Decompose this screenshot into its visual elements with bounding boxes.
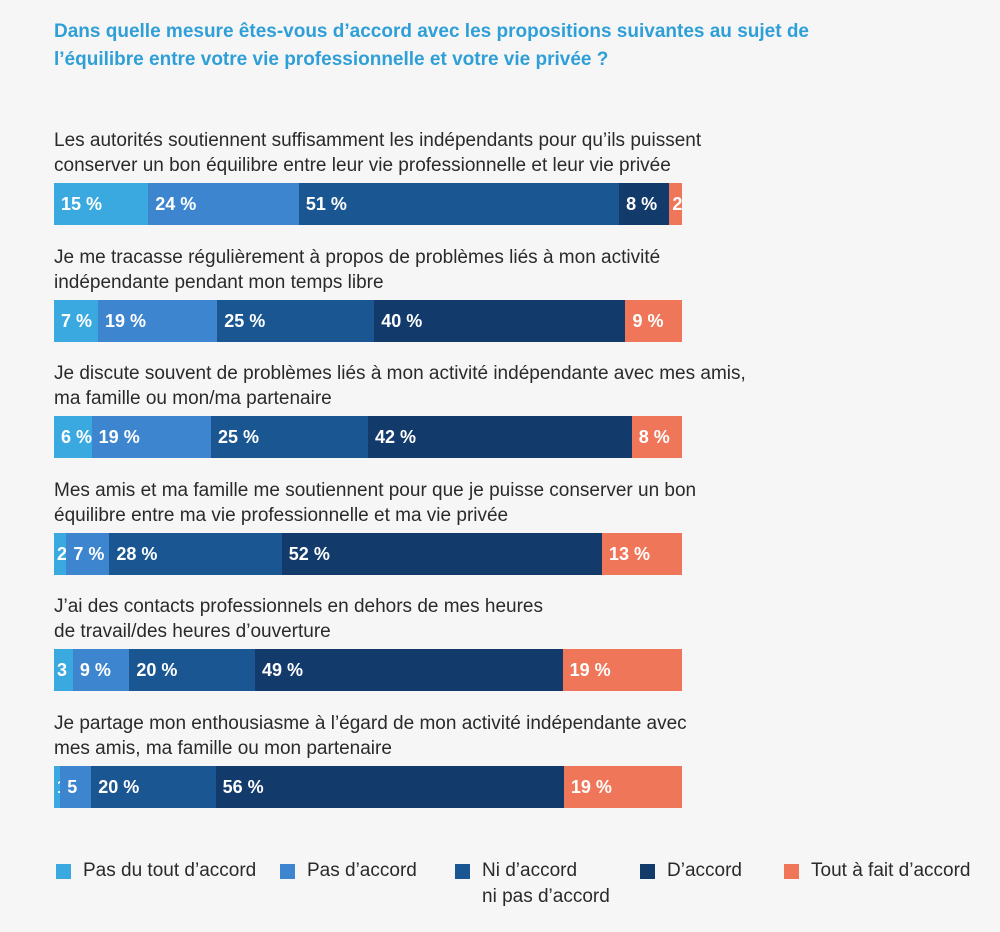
legend-item: D’accord bbox=[640, 858, 742, 884]
bar-segment: 24 % bbox=[148, 183, 299, 225]
question-label-line: J’ai des contacts professionnels en deho… bbox=[54, 596, 543, 617]
bar-segment: 28 % bbox=[109, 532, 282, 575]
stacked-bar: 6 % 19 % 25 % 42 % 8 % bbox=[54, 416, 682, 458]
bar-segment: 3 bbox=[54, 649, 73, 691]
bar-segment: 2 bbox=[669, 183, 682, 225]
stacked-bar: 15 % 24 % 51 % 8 % 2 bbox=[54, 183, 682, 225]
bar-segment: 2 bbox=[54, 532, 67, 575]
chart-title: Dans quelle mesure êtes-vous d’accord av… bbox=[54, 18, 854, 74]
bar-segment: 9 % bbox=[72, 649, 130, 691]
chart-title-line-2: l’équilibre entre votre vie professionne… bbox=[54, 49, 609, 70]
question-label: Je partage mon enthousiasme à l’égard de… bbox=[54, 711, 754, 761]
bar-segment: 56 % bbox=[215, 765, 564, 808]
question-label-line: Je partage mon enthousiasme à l’égard de… bbox=[54, 712, 687, 734]
legend-label-line: Ni d’accord bbox=[482, 860, 578, 881]
bar-segment: 15 % bbox=[54, 183, 149, 225]
legend-label-line: Pas d’accord bbox=[307, 860, 417, 881]
question-label-line: ma famille ou mon/ma partenaire bbox=[54, 388, 332, 409]
question-label: J’ai des contacts professionnels en deho… bbox=[54, 594, 754, 644]
chart-title-line-1: Dans quelle mesure êtes-vous d’accord av… bbox=[54, 21, 809, 42]
question-label-line: conserver un bon équilibre entre leur vi… bbox=[54, 155, 671, 176]
legend-swatch bbox=[56, 864, 71, 879]
bar-segment: 42 % bbox=[367, 416, 632, 458]
bar-segment: 20 % bbox=[129, 649, 255, 691]
bar-segment: 1 bbox=[54, 765, 61, 808]
question-label-line: de travail/des heures d’ouverture bbox=[54, 621, 331, 642]
bar-segment: 19 % bbox=[562, 649, 682, 691]
question-label-line: Mes amis et ma famille me soutiennent po… bbox=[54, 479, 697, 501]
legend-item: Tout à fait d’accord bbox=[784, 858, 970, 884]
question-label: Les autorités soutiennent suffisamment l… bbox=[54, 128, 754, 178]
legend-label: Pas du tout d’accord bbox=[83, 858, 256, 884]
stacked-bar: 1520 %56 %19 % bbox=[54, 765, 682, 808]
bar-segment: 19 % bbox=[563, 765, 682, 808]
question-label-line: équilibre entre ma vie professionnelle e… bbox=[54, 504, 509, 526]
bar-segment: 52 % bbox=[281, 532, 602, 575]
bar-segment: 19 % bbox=[97, 299, 218, 342]
bar-segment: 8 % bbox=[631, 416, 682, 458]
question-label: Mes amis et ma famille me soutiennent po… bbox=[54, 478, 754, 528]
legend-label-line: Pas du tout d’accord bbox=[83, 860, 257, 881]
bar-segment: 9 % bbox=[625, 299, 682, 342]
question-label-line: Les autorités soutiennent suffisamment l… bbox=[54, 130, 702, 151]
bar-segment: 8 % bbox=[619, 183, 670, 225]
question-label: Je me tracasse régulièrement à propos de… bbox=[54, 245, 754, 295]
legend-item: Pas du tout d’accord bbox=[56, 858, 256, 884]
bar-segment: 25 % bbox=[210, 416, 368, 458]
legend-label: D’accord bbox=[667, 858, 742, 884]
bar-segment: 5 bbox=[60, 765, 92, 808]
stacked-bar: 7 % 19 % 25 % 40 % 9 % bbox=[54, 299, 682, 342]
legend-label-line: Tout à fait d’accord bbox=[811, 860, 971, 881]
legend-swatch bbox=[280, 864, 295, 879]
bar-segment: 49 % bbox=[254, 649, 563, 691]
legend-swatch bbox=[640, 864, 655, 879]
bar-segment: 51 % bbox=[298, 183, 620, 225]
legend-item: Ni d’accord ni pas d’accord bbox=[455, 858, 610, 910]
legend-swatch bbox=[455, 864, 470, 879]
question-label-line: indépendante pendant mon temps libre bbox=[54, 271, 384, 293]
bar-segment: 7 % bbox=[54, 299, 98, 342]
legend-label-line: ni pas d’accord bbox=[482, 886, 610, 907]
question-label-line: Je me tracasse régulièrement à propos de… bbox=[54, 246, 661, 268]
bar-segment: 40 % bbox=[374, 299, 626, 342]
legend-swatch bbox=[784, 864, 799, 879]
legend-label: Pas d’accord bbox=[307, 858, 417, 884]
bar-segment: 25 % bbox=[217, 299, 375, 342]
bar-segment: 19 % bbox=[91, 416, 211, 458]
legend-label-line: D’accord bbox=[667, 860, 742, 881]
bar-segment: 6 % bbox=[54, 416, 92, 458]
legend-label: Tout à fait d’accord bbox=[811, 858, 970, 884]
bar-segment: 20 % bbox=[91, 765, 216, 808]
question-label: Je discute souvent de problèmes liés à m… bbox=[54, 361, 754, 411]
question-label-line: mes amis, ma famille ou mon partenaire bbox=[54, 737, 392, 759]
bar-segment: 13 % bbox=[601, 532, 682, 575]
chart-legend: Pas du tout d’accord Pas d’accord Ni d’acc… bbox=[0, 858, 1000, 918]
bar-segment: 7 % bbox=[66, 532, 110, 575]
question-label-line: Je discute souvent de problèmes liés à m… bbox=[54, 363, 746, 384]
legend-label: Ni d’accord ni pas d’accord bbox=[482, 858, 610, 910]
legend-item: Pas d’accord bbox=[280, 858, 417, 884]
